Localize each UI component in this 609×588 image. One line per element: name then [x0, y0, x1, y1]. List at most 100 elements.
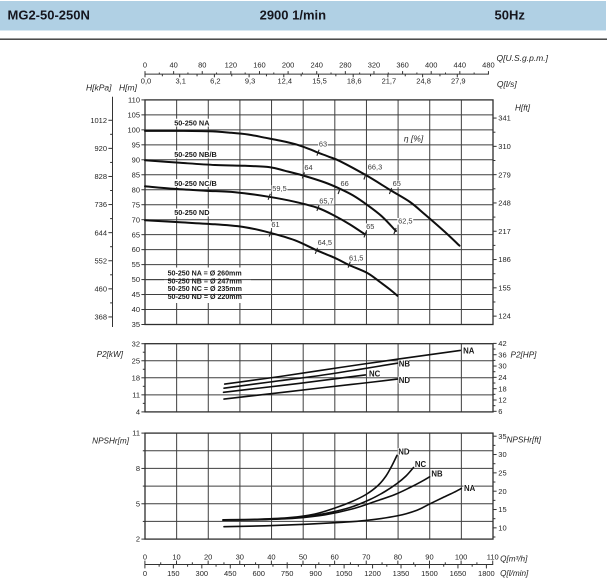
- svg-text:20: 20: [498, 487, 506, 496]
- svg-text:45: 45: [132, 290, 140, 299]
- svg-text:12,4: 12,4: [277, 76, 292, 85]
- svg-text:460: 460: [94, 284, 107, 293]
- svg-text:1800: 1800: [478, 569, 495, 578]
- svg-text:80: 80: [132, 185, 140, 194]
- svg-text:280: 280: [339, 60, 352, 69]
- svg-text:15,5: 15,5: [312, 76, 327, 85]
- svg-text:8: 8: [136, 464, 140, 473]
- svg-text:6,2: 6,2: [210, 76, 220, 85]
- svg-text:Q[U.S.g.p.m.]: Q[U.S.g.p.m.]: [497, 53, 549, 63]
- svg-text:H[ft]: H[ft]: [515, 104, 531, 113]
- svg-text:0,0: 0,0: [141, 76, 151, 85]
- svg-text:4: 4: [136, 408, 140, 417]
- svg-text:50-250 ND: 50-250 ND: [174, 208, 209, 217]
- svg-text:P2[kW]: P2[kW]: [97, 350, 124, 359]
- svg-text:H[m]: H[m]: [119, 82, 138, 92]
- svg-text:η [%]: η [%]: [404, 134, 424, 144]
- svg-text:217: 217: [498, 227, 511, 236]
- svg-text:320: 320: [368, 60, 381, 69]
- svg-text:5: 5: [136, 499, 140, 508]
- svg-text:NPSHr[ft]: NPSHr[ft]: [507, 435, 542, 444]
- svg-text:10: 10: [172, 552, 180, 561]
- svg-text:50-250 NB/B: 50-250 NB/B: [174, 150, 217, 159]
- svg-text:150: 150: [167, 569, 180, 578]
- svg-text:80: 80: [198, 60, 206, 69]
- svg-text:21,7: 21,7: [382, 76, 397, 85]
- svg-text:50: 50: [299, 552, 307, 561]
- svg-text:360: 360: [396, 60, 409, 69]
- svg-text:50-250 ND = Ø 220mm: 50-250 ND = Ø 220mm: [168, 293, 242, 301]
- svg-text:85: 85: [132, 170, 140, 179]
- svg-text:0: 0: [143, 60, 147, 69]
- svg-text:900: 900: [309, 569, 322, 578]
- svg-text:MG2-50-250N: MG2-50-250N: [8, 8, 90, 23]
- svg-text:61: 61: [271, 220, 279, 229]
- svg-text:61,5: 61,5: [349, 253, 363, 262]
- svg-text:368: 368: [94, 313, 107, 322]
- svg-text:310: 310: [498, 142, 511, 151]
- svg-text:NB: NB: [431, 470, 443, 479]
- svg-text:160: 160: [253, 60, 266, 69]
- svg-text:18,6: 18,6: [347, 76, 362, 85]
- svg-text:80: 80: [394, 552, 402, 561]
- svg-text:24,8: 24,8: [416, 76, 431, 85]
- svg-text:30: 30: [498, 362, 506, 371]
- svg-text:600: 600: [252, 569, 265, 578]
- svg-text:90: 90: [132, 155, 140, 164]
- svg-text:440: 440: [454, 60, 467, 69]
- svg-text:50Hz: 50Hz: [495, 8, 526, 23]
- svg-text:100: 100: [127, 125, 140, 134]
- svg-text:3,1: 3,1: [175, 76, 185, 85]
- svg-text:11: 11: [132, 429, 140, 438]
- svg-text:24: 24: [498, 373, 506, 382]
- svg-text:NB: NB: [399, 360, 411, 369]
- svg-text:828: 828: [94, 172, 107, 181]
- svg-text:27,9: 27,9: [451, 76, 466, 85]
- svg-text:40: 40: [169, 60, 177, 69]
- svg-text:25: 25: [132, 356, 140, 365]
- svg-text:248: 248: [498, 199, 511, 208]
- svg-text:2900 1/min: 2900 1/min: [260, 8, 327, 23]
- svg-text:920: 920: [94, 144, 107, 153]
- svg-text:95: 95: [132, 140, 140, 149]
- svg-text:2: 2: [136, 535, 140, 544]
- svg-text:1012: 1012: [90, 116, 107, 125]
- svg-text:Q[l/s]: Q[l/s]: [497, 79, 517, 89]
- svg-text:90: 90: [425, 552, 433, 561]
- svg-text:186: 186: [498, 255, 511, 264]
- svg-text:75: 75: [132, 200, 140, 209]
- svg-text:P2[HP]: P2[HP]: [511, 351, 538, 360]
- svg-text:11: 11: [132, 390, 140, 399]
- svg-text:300: 300: [196, 569, 209, 578]
- svg-text:40: 40: [132, 305, 140, 314]
- svg-text:124: 124: [498, 312, 511, 321]
- svg-text:105: 105: [127, 110, 140, 119]
- svg-text:NC: NC: [415, 460, 427, 469]
- svg-text:18: 18: [498, 384, 506, 393]
- svg-text:450: 450: [224, 569, 237, 578]
- svg-text:65: 65: [366, 222, 374, 231]
- svg-text:644: 644: [94, 228, 107, 237]
- svg-text:66: 66: [340, 179, 348, 188]
- svg-text:64,5: 64,5: [318, 238, 332, 247]
- svg-text:15: 15: [498, 505, 506, 514]
- svg-text:400: 400: [425, 60, 438, 69]
- svg-text:155: 155: [498, 283, 511, 292]
- svg-text:480: 480: [482, 60, 495, 69]
- svg-text:1350: 1350: [393, 569, 410, 578]
- svg-text:110: 110: [487, 552, 499, 561]
- svg-text:50-250 NC/B: 50-250 NC/B: [174, 179, 217, 188]
- svg-text:200: 200: [282, 60, 295, 69]
- svg-text:0: 0: [143, 569, 147, 578]
- svg-text:120: 120: [225, 60, 238, 69]
- svg-text:20: 20: [204, 552, 212, 561]
- svg-text:50-250 NA = Ø 260mm: 50-250 NA = Ø 260mm: [168, 270, 242, 278]
- svg-text:240: 240: [310, 60, 323, 69]
- svg-text:66,3: 66,3: [368, 162, 382, 171]
- svg-text:63: 63: [319, 139, 327, 148]
- svg-text:ND: ND: [399, 376, 411, 385]
- svg-text:32: 32: [132, 339, 140, 348]
- svg-text:Q[m³/h]: Q[m³/h]: [500, 555, 528, 564]
- svg-text:35: 35: [132, 320, 140, 329]
- svg-text:100: 100: [455, 552, 468, 561]
